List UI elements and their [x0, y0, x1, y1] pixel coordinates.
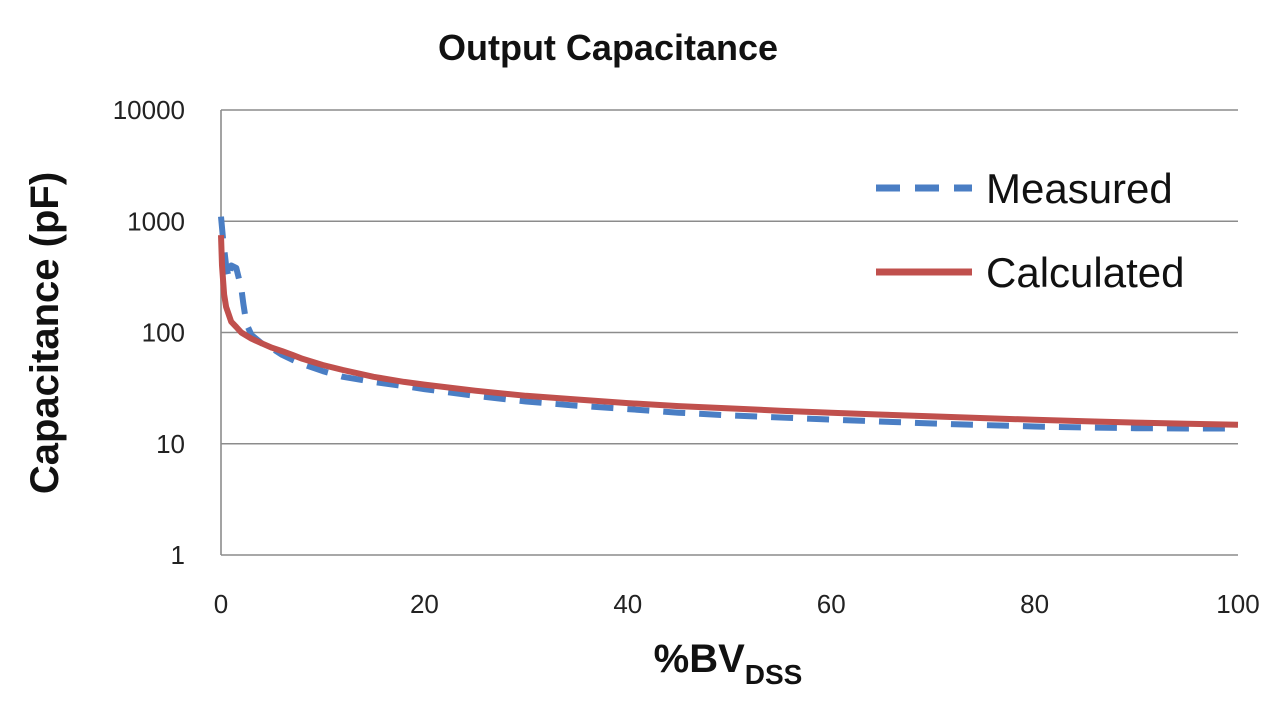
y-tick-label-100: 100 — [142, 318, 185, 348]
x-tick-label-100: 100 — [1216, 589, 1259, 619]
x-tick-label-40: 40 — [613, 589, 642, 619]
series-line-measured — [218, 216, 1238, 432]
y-tick-labels: 1 10 100 1000 10000 — [113, 95, 185, 570]
y-tick-label-1: 1 — [171, 540, 185, 570]
x-tick-label-20: 20 — [410, 589, 439, 619]
x-tick-label-0: 0 — [214, 589, 228, 619]
data-series — [218, 216, 1239, 432]
y-tick-label-1000: 1000 — [127, 206, 185, 236]
legend-label-measured: Measured — [986, 165, 1173, 212]
x-tick-labels: 0 20 40 60 80 100 — [214, 589, 1260, 619]
gridlines — [221, 109, 1238, 556]
y-tick-label-10: 10 — [156, 429, 185, 459]
legend-label-calculated: Calculated — [986, 249, 1184, 296]
chart-title: Output Capacitance — [438, 27, 778, 68]
y-tick-label-10000: 10000 — [113, 95, 185, 125]
x-tick-label-60: 60 — [817, 589, 846, 619]
x-axis-label-subscript: DSS — [745, 659, 803, 690]
x-axis-label-main: %BV — [654, 637, 745, 681]
series-line-calculated — [218, 235, 1239, 428]
x-axis-label: %BVDSS — [654, 637, 803, 690]
x-tick-label-80: 80 — [1020, 589, 1049, 619]
legend: Measured Calculated — [876, 165, 1184, 296]
y-axis-label: Capacitance (pF) — [23, 172, 67, 494]
